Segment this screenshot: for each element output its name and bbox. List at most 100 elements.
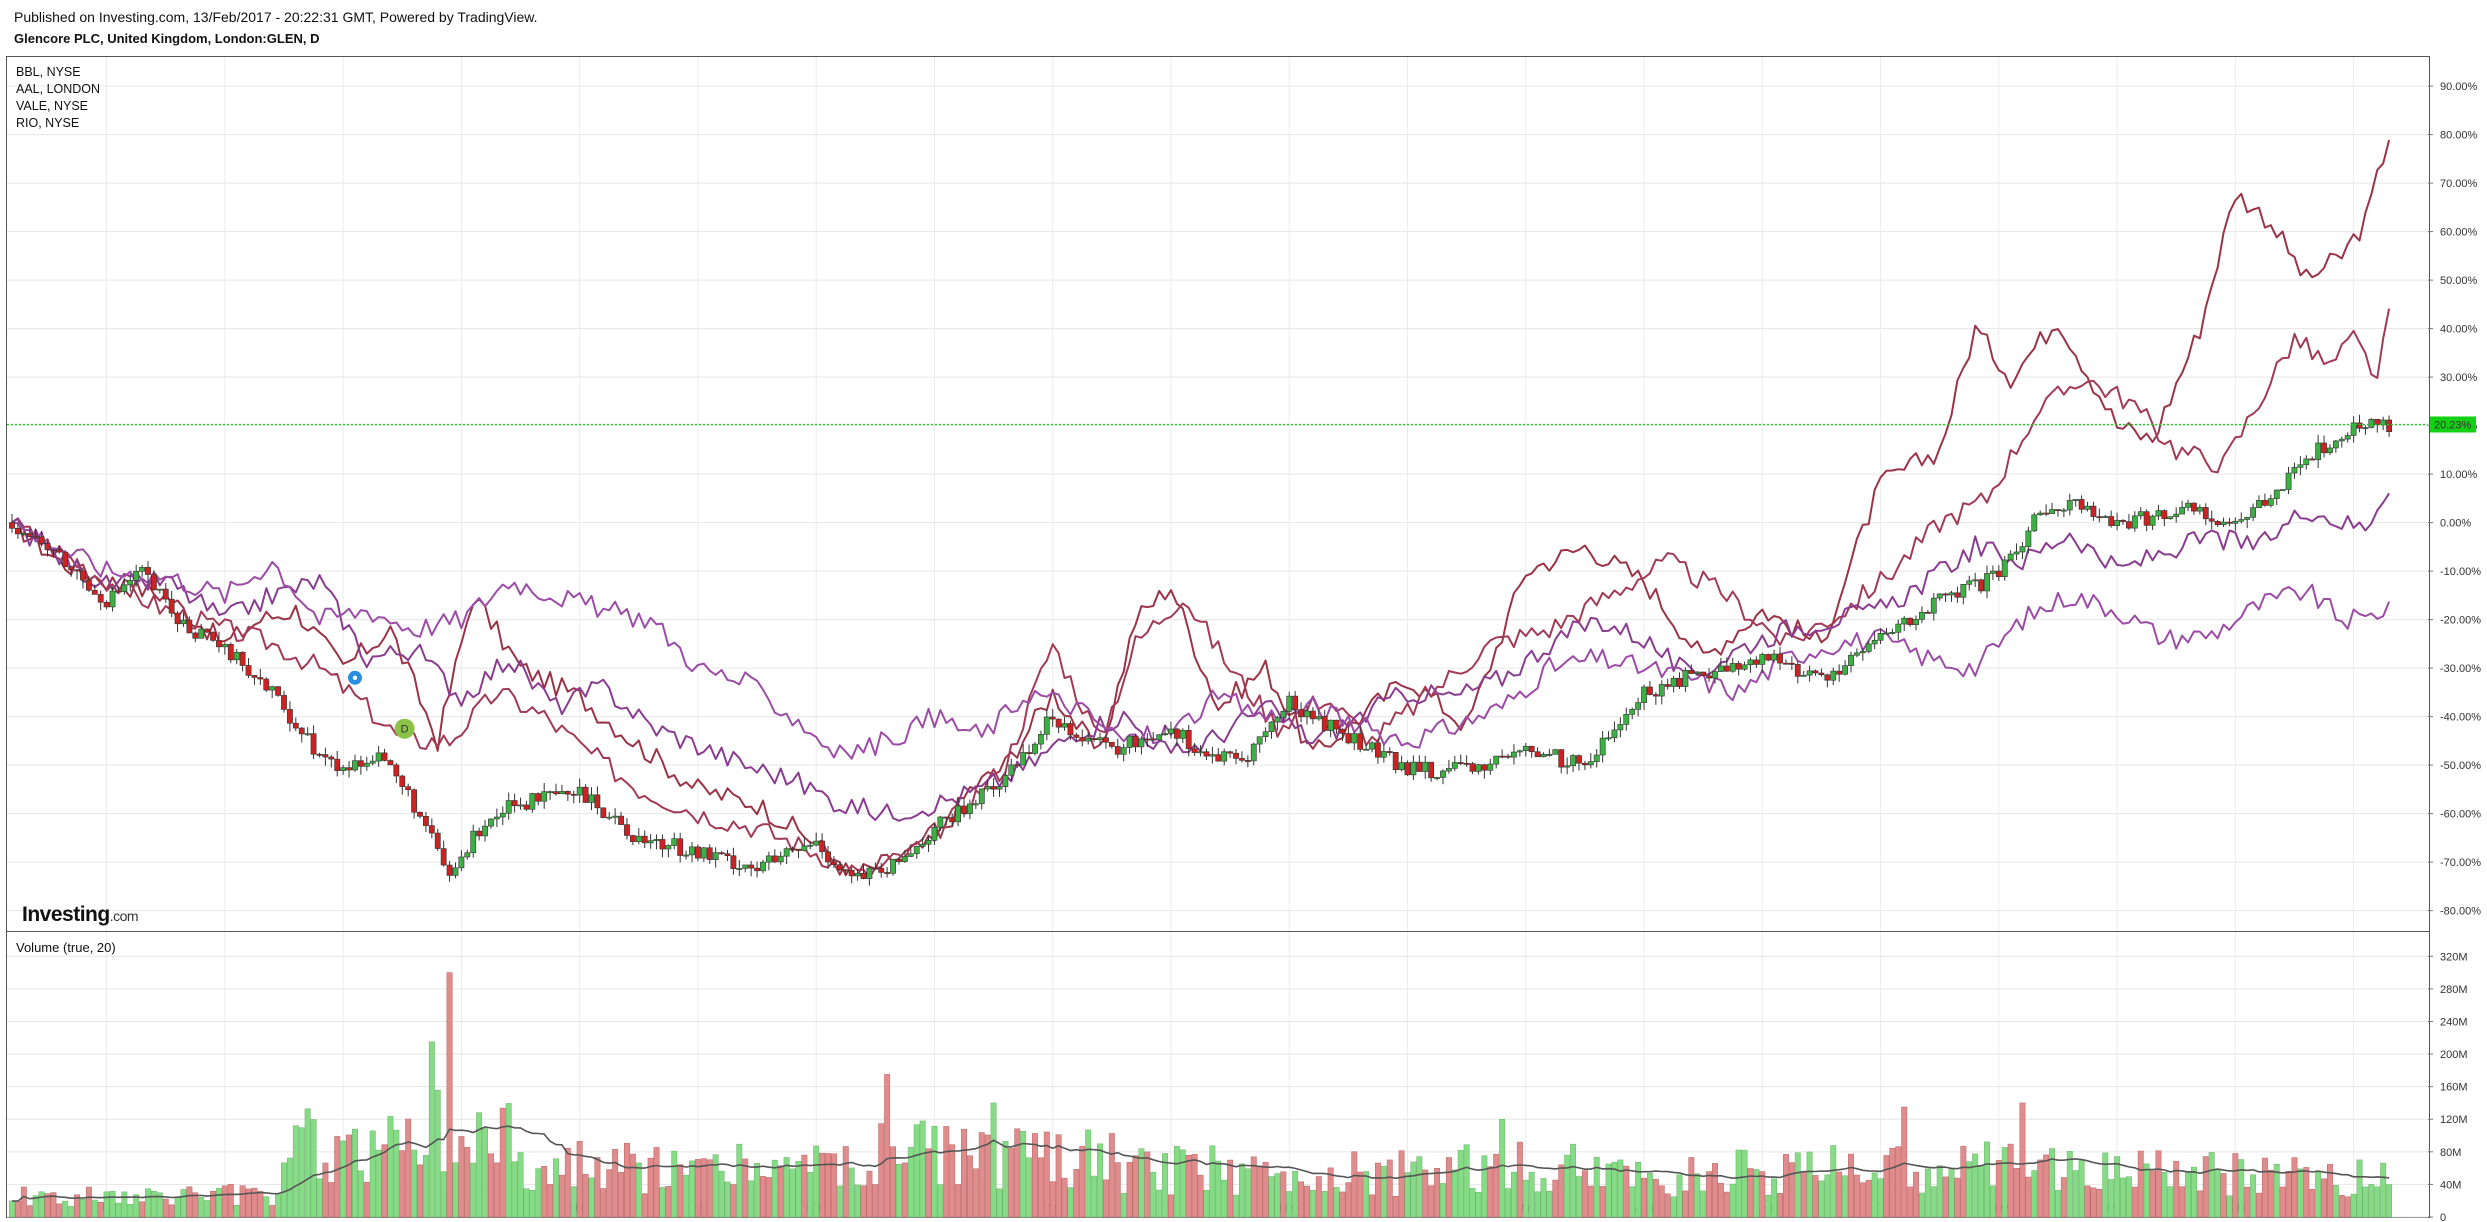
candle-body [1966, 580, 1973, 585]
candle-body [245, 665, 252, 676]
candle-body [352, 760, 358, 771]
legend-item-vale[interactable]: VALE, NYSE [16, 99, 89, 113]
volume-bar [2214, 1169, 2221, 1218]
volume-bar [2090, 1187, 2097, 1218]
candle-body [1097, 737, 1103, 740]
candle-body [1168, 728, 1174, 734]
candle-body [1233, 752, 1239, 759]
volume-bar [2173, 1161, 2180, 1218]
volume-bar [2167, 1186, 2174, 1218]
candle-body [2232, 520, 2239, 524]
candle-body [2078, 499, 2085, 510]
volume-bar [2273, 1164, 2280, 1218]
volume-title: Volume (true, 20) [16, 940, 116, 955]
volume-bar [357, 1170, 364, 1218]
candle-body [523, 804, 530, 810]
volume-bar [1913, 1171, 1919, 1218]
volume-bar [233, 1204, 240, 1218]
volume-bar [1280, 1171, 1287, 1218]
price-axis-tick: -70.00% [2440, 857, 2481, 869]
candle-body [2137, 511, 2144, 517]
volume-bar [1706, 1171, 1713, 1218]
volume-bar [1369, 1194, 1375, 1218]
price-axis-tick: 60.00% [2440, 227, 2478, 239]
candle-body [1309, 710, 1316, 720]
candle-body [1652, 694, 1659, 697]
volume-bar [1729, 1183, 1736, 1218]
candle-body [2279, 489, 2286, 492]
candle-body [1221, 751, 1228, 762]
candle-body [1658, 684, 1665, 697]
volume-bar [689, 1160, 695, 1218]
volume-bar [334, 1136, 341, 1218]
volume-bar [1250, 1156, 1257, 1218]
volume-bar [624, 1143, 630, 1218]
candle-body [499, 812, 506, 818]
candle-body [1859, 651, 1866, 654]
volume-bar [896, 1163, 902, 1218]
volume-bar [109, 1191, 116, 1218]
candle-body [85, 579, 92, 591]
series-line-vale [11, 492, 2390, 822]
legend-item-bbl[interactable]: BBL, NYSE [16, 65, 81, 79]
candle-body [1960, 584, 1967, 598]
volume-bar [1162, 1153, 1169, 1218]
volume-bar [470, 1162, 477, 1218]
candle-body [712, 852, 719, 860]
price-axis-tick: -30.00% [2440, 663, 2481, 675]
candle-body [1162, 733, 1168, 736]
volume-bar [2096, 1188, 2103, 1218]
candle-body [2007, 553, 2014, 561]
volume-bar [2368, 1184, 2375, 1218]
volume-bar [819, 1152, 826, 1218]
candle-body [1008, 764, 1015, 776]
volume-bar [1605, 1163, 1612, 1218]
volume-bar [2267, 1169, 2274, 1218]
candle-body [470, 830, 477, 854]
volume-bar [1286, 1191, 1293, 1218]
candle-body [1564, 765, 1571, 768]
candle-body [1676, 677, 1683, 687]
volume-bar [1227, 1159, 1234, 1218]
volume-bar [588, 1177, 595, 1218]
legend-item-aal[interactable]: AAL, LONDON [16, 82, 101, 96]
candle-body [1410, 761, 1417, 776]
candle-body [1889, 631, 1896, 634]
volume-axis-tick: 0 [2440, 1212, 2446, 1222]
volume-bar [363, 1181, 370, 1218]
candle-body [127, 580, 134, 586]
candle-body [1185, 730, 1192, 750]
volume-bar [2362, 1186, 2369, 1218]
candle-body [340, 767, 347, 771]
volume-axis-tick: 80M [2440, 1147, 2461, 1159]
volume-bar [2066, 1151, 2073, 1218]
candle-body [2220, 521, 2227, 526]
candle-body [730, 855, 737, 869]
candle-body [434, 832, 441, 849]
volume-bar [221, 1185, 228, 1218]
candle-body [700, 847, 707, 859]
volume-bar [1611, 1161, 1618, 1218]
candle-body [1392, 751, 1399, 770]
candle-body [1759, 654, 1766, 665]
volume-bar [180, 1189, 187, 1218]
volume-bar [2102, 1152, 2109, 1218]
candlesticks [9, 414, 2392, 886]
volume-bar [990, 1102, 997, 1218]
candle-body [281, 695, 287, 710]
candle-body [2315, 442, 2322, 460]
volume-bar [1002, 1140, 1009, 1218]
volume-bar [2072, 1170, 2079, 1218]
candle-body [1156, 734, 1163, 741]
candle-body [884, 872, 891, 874]
volume-bar [612, 1149, 619, 1218]
candle-body [2356, 422, 2363, 429]
candle-body [795, 848, 802, 851]
legend-item-rio[interactable]: RIO, NYSE [16, 116, 80, 130]
candle-body [665, 845, 672, 850]
candle-body [1978, 579, 1984, 592]
candle-body [423, 816, 429, 826]
candle-body [1386, 751, 1393, 753]
volume-axis-tick: 120M [2440, 1114, 2468, 1126]
